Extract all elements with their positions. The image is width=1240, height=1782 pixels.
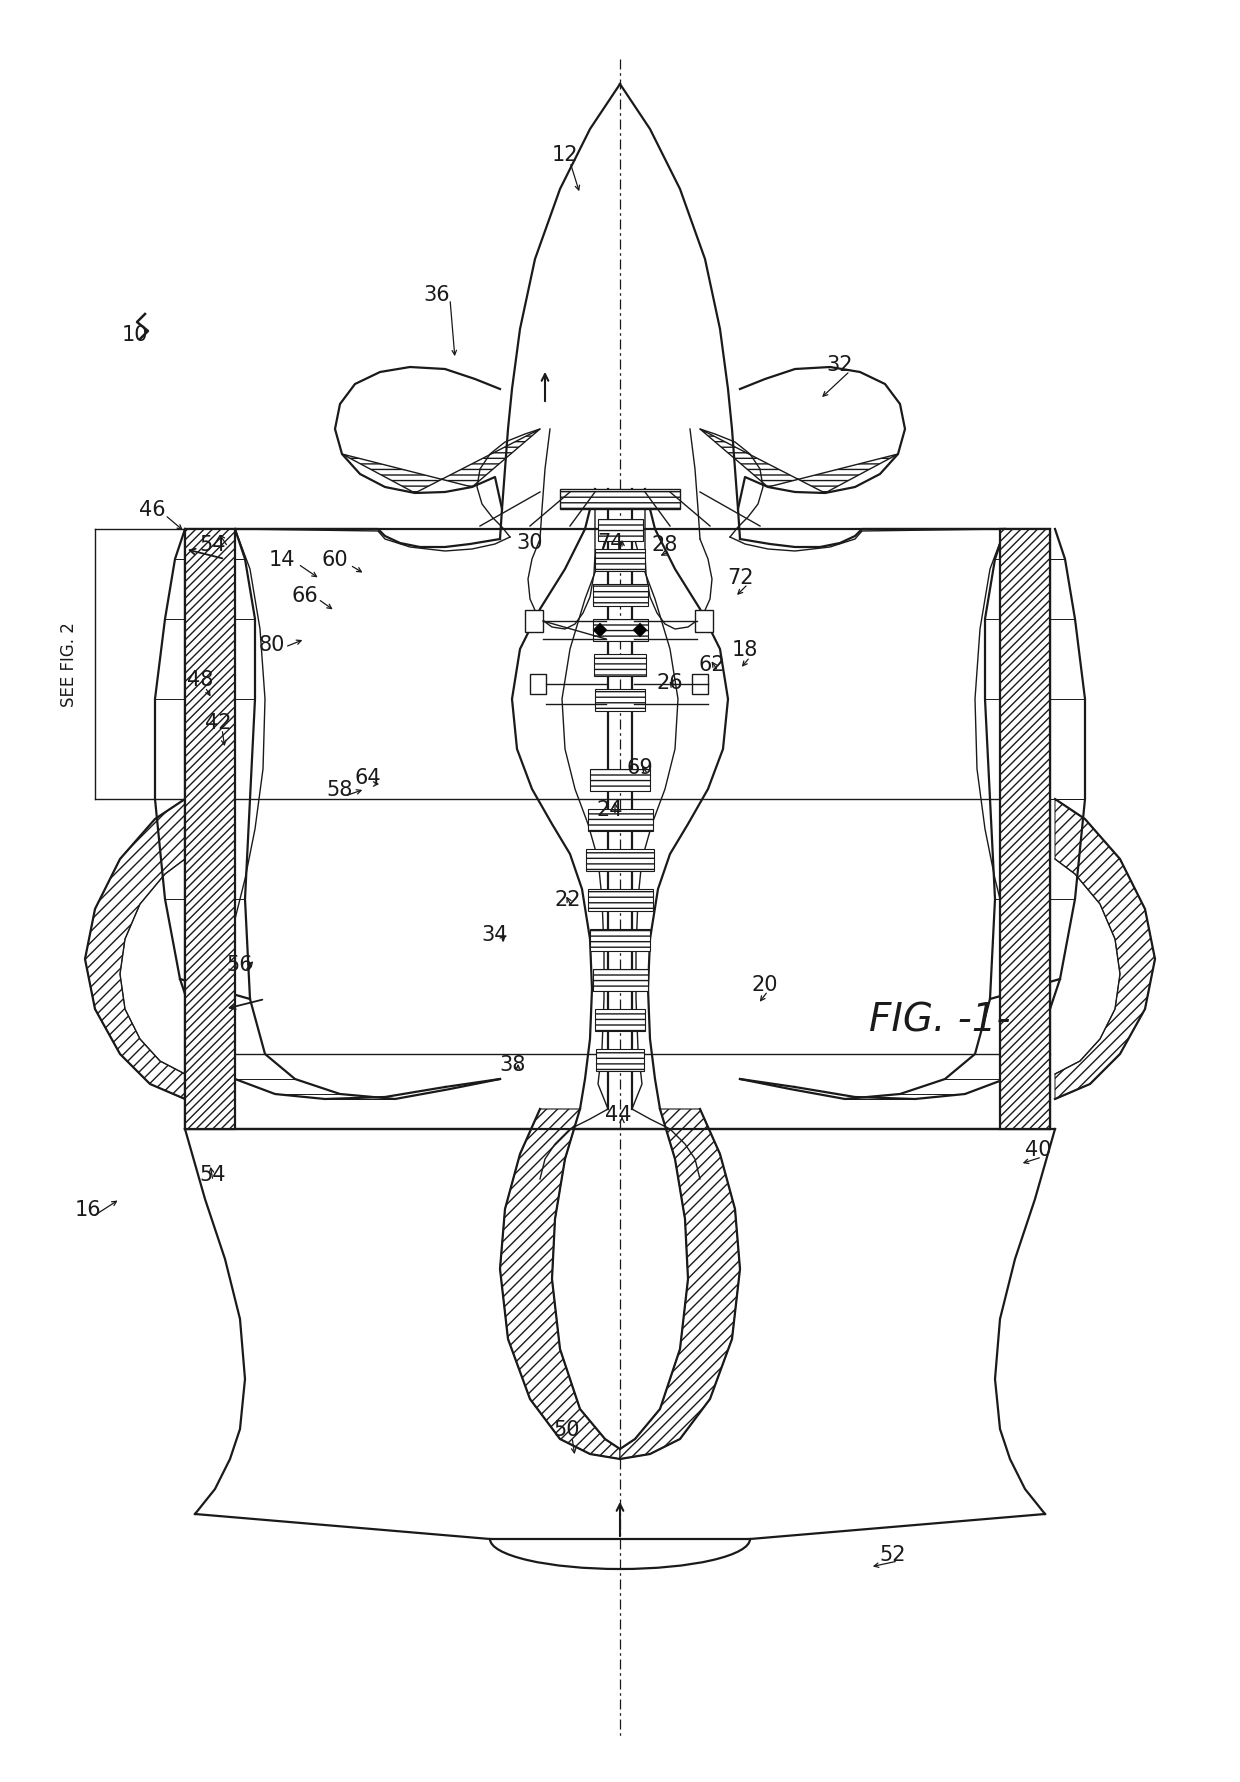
Bar: [560, 490, 680, 510]
Text: 30: 30: [517, 533, 543, 552]
Bar: [525, 611, 543, 633]
Text: 52: 52: [879, 1545, 906, 1565]
Text: FIG. -1-: FIG. -1-: [869, 1000, 1011, 1039]
Bar: [999, 529, 1050, 1130]
Text: 69: 69: [626, 757, 653, 777]
Text: 40: 40: [1024, 1139, 1052, 1160]
Text: 50: 50: [554, 1418, 580, 1440]
Bar: [595, 1009, 645, 1032]
Bar: [593, 969, 649, 991]
Text: 10: 10: [122, 324, 149, 344]
Text: 28: 28: [652, 535, 678, 554]
Text: 12: 12: [552, 144, 578, 166]
Polygon shape: [701, 429, 898, 494]
Polygon shape: [500, 1110, 620, 1459]
Bar: [596, 1050, 644, 1071]
Bar: [185, 529, 1050, 1130]
Text: 74: 74: [596, 533, 624, 552]
Text: 46: 46: [139, 499, 165, 520]
Polygon shape: [342, 429, 539, 494]
Bar: [595, 690, 645, 711]
Text: 20: 20: [751, 975, 779, 994]
Text: 16: 16: [74, 1199, 102, 1219]
Text: 60: 60: [321, 549, 348, 570]
Bar: [694, 611, 713, 633]
Text: 66: 66: [291, 586, 319, 606]
Polygon shape: [632, 624, 647, 638]
Bar: [595, 549, 645, 572]
Text: 14: 14: [269, 549, 295, 570]
Text: 64: 64: [355, 768, 382, 788]
Text: 80: 80: [259, 634, 285, 654]
Text: 72: 72: [727, 568, 753, 588]
Bar: [588, 809, 653, 832]
Text: 24: 24: [596, 800, 624, 820]
Text: 54: 54: [200, 535, 226, 554]
Text: 56: 56: [227, 955, 253, 975]
Bar: [692, 675, 708, 695]
Polygon shape: [593, 624, 608, 638]
Text: 44: 44: [605, 1105, 631, 1124]
Text: 18: 18: [732, 640, 758, 659]
Bar: [590, 770, 650, 791]
Text: 54: 54: [200, 1164, 226, 1185]
Bar: [594, 654, 646, 677]
Polygon shape: [1055, 800, 1154, 1099]
Text: 36: 36: [424, 285, 450, 305]
Text: 32: 32: [827, 355, 853, 374]
Text: 22: 22: [554, 889, 582, 909]
Bar: [587, 850, 653, 871]
Bar: [529, 675, 546, 695]
Text: 34: 34: [482, 925, 508, 944]
Polygon shape: [86, 800, 185, 1099]
Bar: [593, 584, 649, 606]
Bar: [185, 529, 236, 1130]
Text: 26: 26: [657, 672, 683, 693]
Polygon shape: [620, 1110, 740, 1459]
Text: 38: 38: [500, 1055, 526, 1075]
Bar: [593, 620, 649, 642]
Text: 42: 42: [205, 713, 231, 732]
Text: 58: 58: [327, 779, 353, 800]
Bar: [598, 520, 644, 542]
Bar: [588, 889, 653, 911]
Bar: [590, 930, 650, 952]
Text: 62: 62: [698, 654, 725, 675]
Text: 48: 48: [187, 670, 213, 690]
Text: SEE FIG. 2: SEE FIG. 2: [60, 622, 78, 707]
